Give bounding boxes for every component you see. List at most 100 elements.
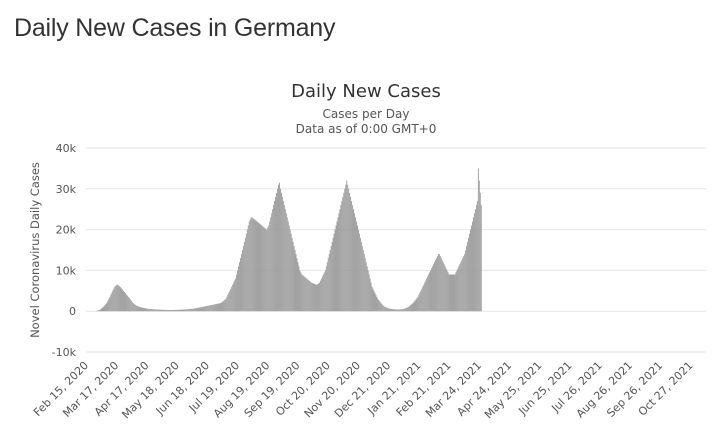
bar bbox=[291, 237, 293, 312]
bar bbox=[281, 196, 283, 312]
bar bbox=[289, 229, 291, 312]
bar bbox=[301, 274, 303, 312]
bar bbox=[143, 307, 145, 312]
bar bbox=[322, 274, 324, 312]
bar bbox=[98, 309, 100, 312]
bar bbox=[275, 196, 276, 312]
bar bbox=[464, 254, 466, 312]
bar bbox=[403, 308, 405, 312]
bar bbox=[447, 272, 449, 312]
bar bbox=[292, 241, 294, 312]
bar bbox=[454, 274, 456, 312]
y-tick-label: -10k bbox=[52, 346, 77, 359]
bar bbox=[162, 309, 163, 312]
bar bbox=[259, 223, 261, 312]
bar bbox=[270, 217, 272, 312]
bar bbox=[131, 301, 133, 312]
bar bbox=[231, 286, 233, 312]
bar bbox=[100, 308, 102, 312]
bar bbox=[345, 184, 347, 312]
bar bbox=[123, 290, 124, 312]
bar bbox=[234, 280, 236, 312]
bar bbox=[421, 288, 423, 312]
bar bbox=[102, 307, 104, 312]
bar bbox=[181, 309, 183, 312]
y-tick-label: 20k bbox=[56, 224, 77, 237]
bar bbox=[232, 284, 234, 312]
bar bbox=[133, 303, 135, 312]
bar bbox=[200, 307, 201, 312]
bar bbox=[230, 288, 232, 312]
bar bbox=[237, 270, 238, 312]
bar bbox=[204, 306, 206, 312]
bar bbox=[472, 221, 473, 312]
bar bbox=[233, 282, 235, 312]
bar bbox=[101, 307, 103, 312]
bar bbox=[273, 205, 275, 312]
bar bbox=[277, 188, 278, 312]
bar bbox=[145, 308, 147, 312]
bar bbox=[358, 233, 360, 312]
y-tick-label: 40k bbox=[56, 142, 77, 155]
bar bbox=[248, 221, 250, 312]
bar bbox=[476, 201, 478, 312]
bar bbox=[429, 272, 431, 312]
bar bbox=[340, 205, 342, 312]
bar bbox=[217, 303, 219, 312]
bar bbox=[190, 308, 192, 312]
bar bbox=[352, 205, 354, 312]
bar bbox=[394, 309, 395, 312]
bar bbox=[144, 308, 146, 312]
bar bbox=[176, 309, 178, 312]
bar bbox=[380, 302, 382, 312]
bar bbox=[309, 281, 311, 312]
bar bbox=[318, 282, 320, 312]
bar bbox=[338, 213, 340, 312]
bar bbox=[150, 309, 152, 312]
bar bbox=[383, 305, 385, 312]
bar bbox=[183, 309, 185, 312]
bar bbox=[118, 285, 120, 312]
bar bbox=[108, 298, 110, 312]
bar bbox=[440, 258, 442, 312]
bar bbox=[222, 301, 224, 312]
bar bbox=[297, 262, 299, 312]
bar bbox=[442, 262, 444, 312]
bar bbox=[257, 222, 259, 312]
bar bbox=[283, 205, 285, 312]
bar bbox=[166, 309, 168, 312]
bar bbox=[180, 309, 182, 312]
bar bbox=[296, 258, 298, 312]
bar bbox=[452, 274, 454, 312]
bar bbox=[470, 229, 471, 312]
bar bbox=[473, 217, 474, 312]
bar bbox=[342, 196, 344, 312]
bar bbox=[474, 209, 476, 312]
bar bbox=[201, 307, 202, 312]
bar bbox=[373, 290, 375, 312]
bar bbox=[243, 241, 245, 312]
bar bbox=[126, 295, 128, 312]
bar bbox=[425, 280, 427, 312]
bar bbox=[416, 298, 418, 312]
bar bbox=[320, 278, 322, 312]
bar bbox=[154, 309, 156, 312]
bar bbox=[279, 182, 280, 312]
bar bbox=[402, 308, 404, 312]
bar bbox=[187, 309, 189, 312]
bar bbox=[247, 225, 249, 312]
bar bbox=[172, 309, 174, 312]
bar bbox=[372, 288, 374, 312]
bar bbox=[324, 270, 326, 312]
bar bbox=[328, 254, 330, 312]
bar bbox=[245, 233, 247, 312]
bar bbox=[206, 305, 208, 312]
bar bbox=[398, 309, 400, 312]
bar bbox=[314, 283, 315, 312]
bar bbox=[113, 288, 115, 312]
bar bbox=[378, 300, 380, 312]
bar bbox=[441, 260, 443, 312]
bar bbox=[250, 217, 252, 312]
